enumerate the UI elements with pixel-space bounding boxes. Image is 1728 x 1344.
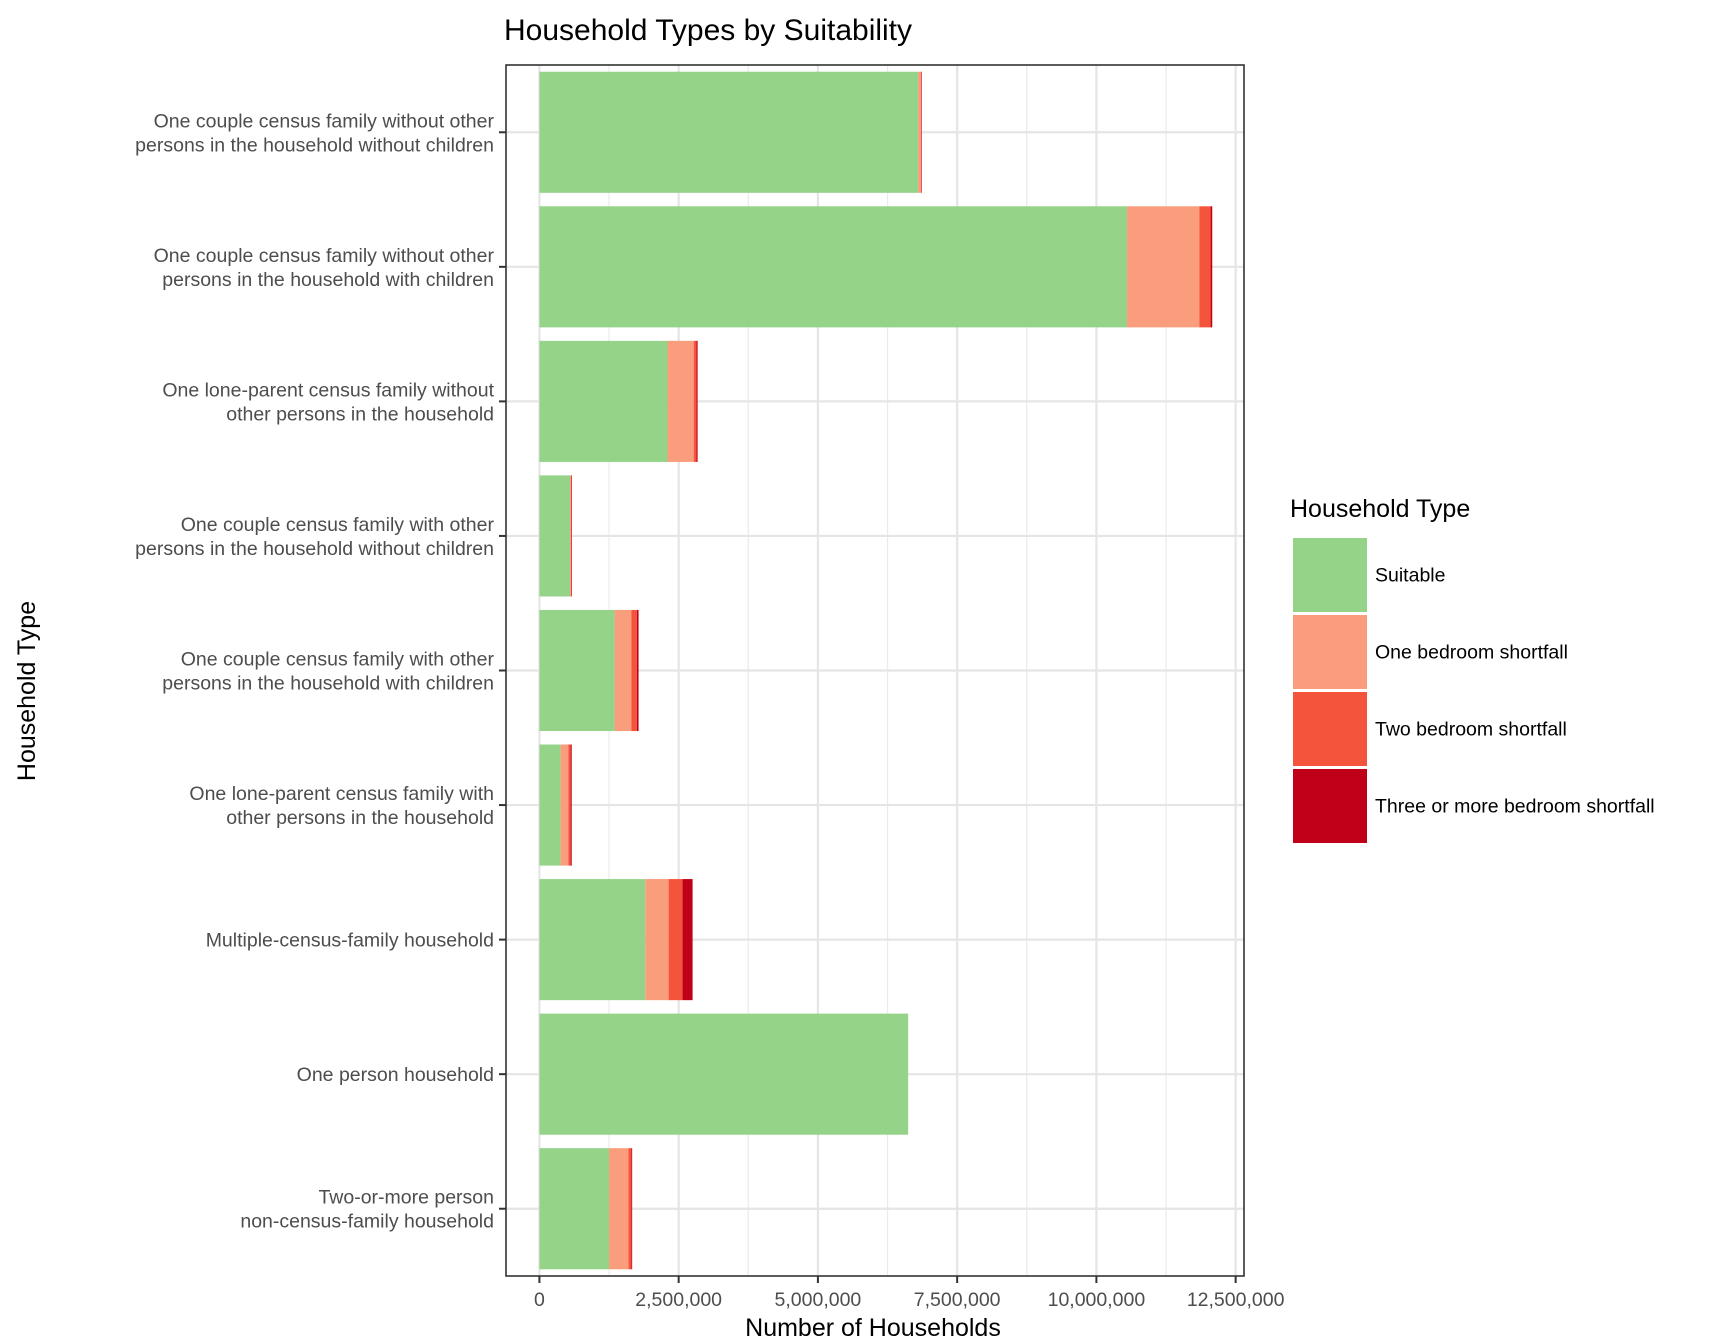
chart-title: Household Types by Suitability	[504, 14, 912, 47]
bar-segment	[539, 744, 561, 866]
x-tick-label: 2,500,000	[635, 1289, 722, 1311]
y-tick-label: One couple census family without other pe…	[135, 110, 494, 156]
y-tick-label: One lone-parent census family without oth…	[162, 379, 494, 425]
bar-segment	[614, 609, 632, 732]
legend-title: Household Type	[1290, 495, 1470, 523]
bar-segment	[920, 71, 922, 193]
bar-segment	[645, 879, 669, 1001]
y-tick-label: One couple census family with other perso…	[162, 649, 494, 695]
bar-segment	[636, 609, 639, 732]
bar-segment	[1127, 206, 1200, 328]
y-tick-label: One person household	[297, 1064, 494, 1086]
bar-segment	[631, 1148, 633, 1270]
y-tick-label: One lone-parent census family with other …	[189, 783, 494, 829]
bar-segment	[696, 340, 698, 462]
bar-segment	[609, 1148, 629, 1270]
y-axis-title: Household Type	[13, 601, 41, 781]
bar-segment	[571, 475, 572, 597]
y-tick-label: Two-or-more person non-census-family hous…	[240, 1187, 494, 1233]
x-tick-label: 5,000,000	[775, 1289, 862, 1311]
bar-segment	[693, 340, 697, 462]
bar-segment	[539, 71, 919, 193]
legend-key	[1293, 615, 1367, 689]
legend-label: Three or more bedroom shortfall	[1375, 796, 1655, 818]
bar-segment	[570, 744, 572, 866]
x-tick-label: 12,500,000	[1187, 1289, 1285, 1311]
bar-segment	[667, 340, 694, 462]
bar-segment	[1199, 206, 1211, 328]
bar-segment	[571, 475, 572, 597]
y-tick-label: Multiple-census-family household	[206, 930, 494, 952]
bar-segment	[539, 1013, 909, 1135]
x-axis-title: Number of Households	[745, 1314, 1001, 1342]
bar-segment	[539, 206, 1128, 328]
bar-segment	[568, 744, 571, 866]
bar-segment	[560, 744, 569, 866]
legend-key	[1293, 769, 1367, 843]
bar-segment	[539, 1148, 610, 1270]
bar-segment	[631, 609, 637, 732]
bar-segment	[539, 475, 571, 597]
plot-panel: One couple census family without other pe…	[135, 64, 1285, 1311]
x-tick-label: 0	[534, 1289, 545, 1311]
legend-key	[1293, 692, 1367, 766]
legend-label: Two bedroom shortfall	[1375, 719, 1567, 741]
legend: Household Type Suitable One bedroom short…	[1290, 495, 1655, 843]
bar-segment	[668, 879, 683, 1001]
y-tick-label: One couple census family without other pe…	[154, 245, 495, 291]
bar-segment	[918, 71, 921, 193]
legend-label: Suitable	[1375, 565, 1445, 587]
bar-segment	[682, 879, 693, 1001]
bar-segment	[539, 340, 668, 462]
bar-segment	[539, 879, 646, 1001]
y-tick-label: One couple census family with other perso…	[135, 514, 494, 560]
bar-segment	[1210, 206, 1213, 328]
legend-key	[1293, 538, 1367, 612]
bar-segment	[539, 609, 615, 732]
x-tick-label: 10,000,000	[1048, 1289, 1146, 1311]
x-tick-label: 7,500,000	[914, 1289, 1001, 1311]
bar-segment	[570, 475, 572, 597]
legend-label: One bedroom shortfall	[1375, 642, 1568, 664]
bar-segment	[921, 71, 922, 193]
bar-segment	[628, 1148, 632, 1270]
